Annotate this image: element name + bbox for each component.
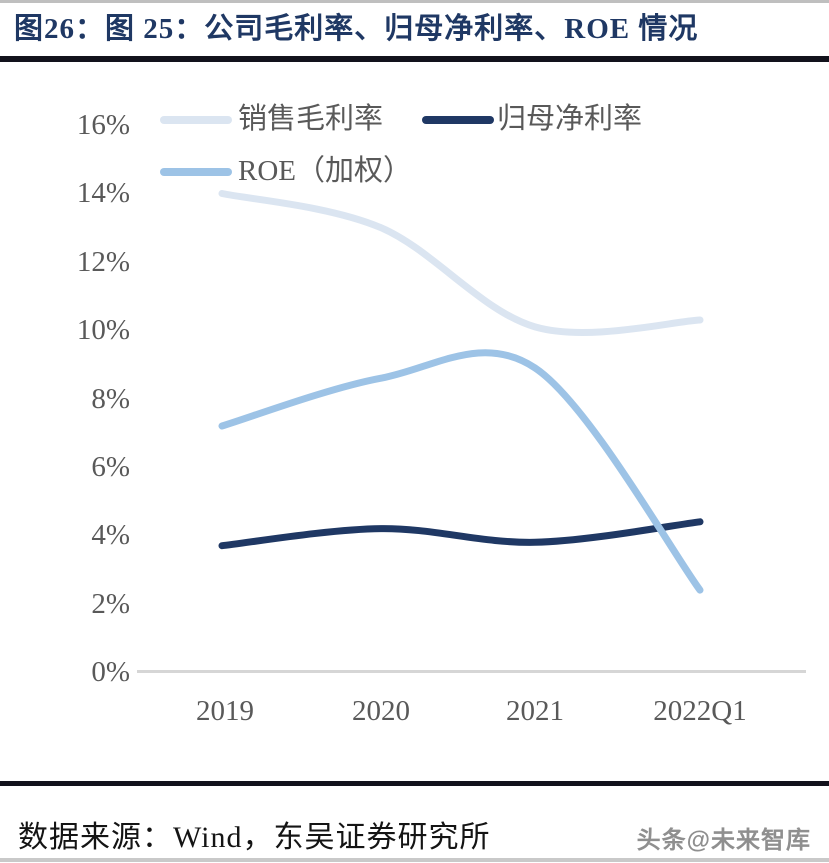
y-tick-6: 6% (91, 451, 130, 483)
x-tick-2019: 2019 (196, 695, 254, 727)
legend-label-gross-margin: 销售毛利率 (238, 103, 384, 135)
figure-title: 图26：图 25：公司毛利率、归母净利率、ROE 情况 (14, 13, 699, 45)
legend-swatch-roe (160, 168, 232, 176)
y-tick-2: 2% (91, 588, 130, 620)
bottom-divider (0, 858, 829, 862)
x-axis-line (137, 670, 806, 673)
title-divider (0, 56, 829, 62)
data-source-note: 数据来源：Wind，东吴证券研究所 (18, 821, 491, 854)
x-tick-2022q1: 2022Q1 (653, 695, 747, 727)
top-divider (0, 0, 829, 3)
y-tick-8: 8% (91, 383, 130, 415)
y-tick-14: 14% (76, 177, 130, 209)
watermark: 头条@未来智库 (636, 827, 811, 854)
legend-swatch-net-margin (422, 116, 494, 124)
legend-swatch-gross-margin (160, 116, 232, 124)
y-tick-4: 4% (91, 519, 130, 551)
footer-divider (0, 781, 829, 786)
y-tick-16: 16% (76, 109, 130, 141)
y-tick-10: 10% (76, 314, 130, 346)
x-tick-2021: 2021 (506, 695, 564, 727)
y-tick-12: 12% (76, 246, 130, 278)
x-tick-2020: 2020 (352, 695, 410, 727)
legend-label-net-margin: 归母净利率 (497, 103, 643, 135)
legend-label-roe: ROE（加权） (238, 155, 413, 187)
y-tick-0: 0% (91, 656, 130, 688)
